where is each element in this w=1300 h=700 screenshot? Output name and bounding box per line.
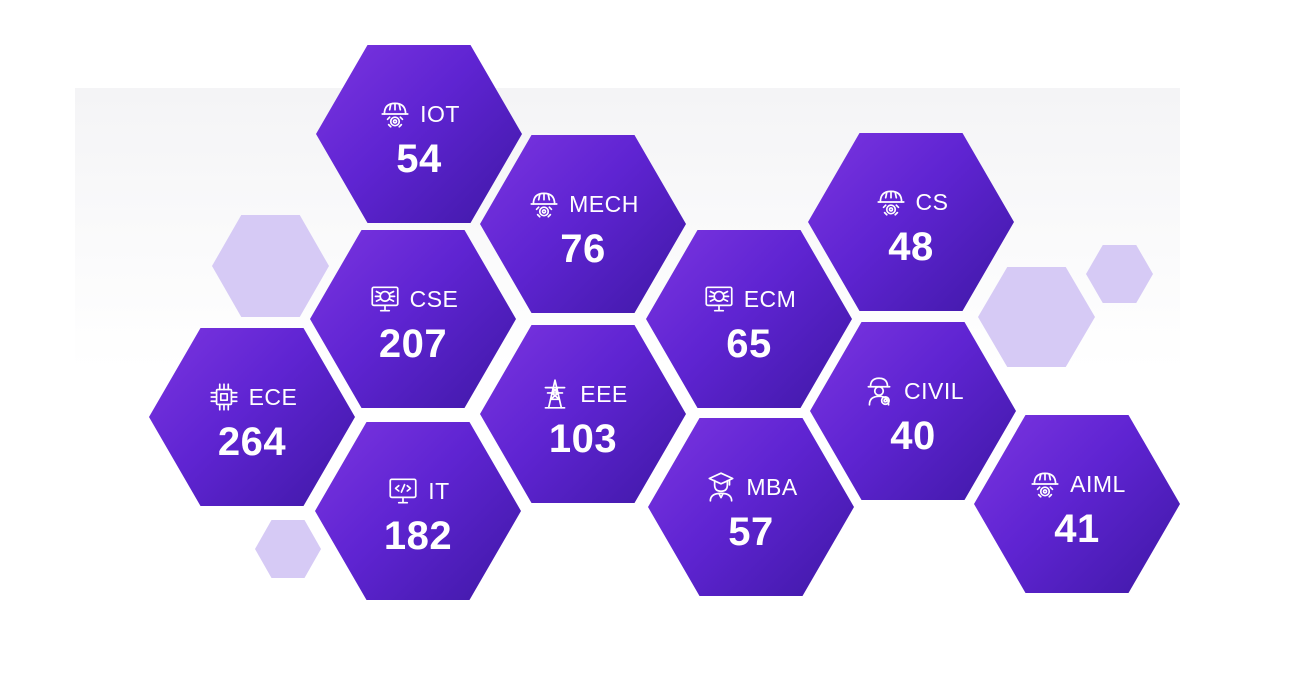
helmet-gear-icon	[874, 185, 908, 219]
department-count: 103	[548, 417, 618, 461]
ai-monitor-icon	[702, 282, 736, 316]
department-label: IT	[428, 477, 450, 504]
helmet-gear-icon	[378, 97, 412, 131]
department-label: CIVIL	[903, 377, 965, 404]
department-count: 264	[217, 420, 287, 464]
department-label: CSE	[409, 285, 459, 312]
department-count: 41	[1054, 507, 1100, 551]
department-label: ECE	[248, 383, 298, 410]
department-tile-cse: CSE 207	[310, 230, 516, 408]
helmet-gear-icon	[527, 187, 561, 221]
department-count: 207	[378, 322, 448, 366]
department-count: 182	[383, 514, 453, 558]
department-label: IOT	[420, 100, 460, 127]
department-count: 54	[396, 137, 442, 181]
ai-monitor-icon	[368, 282, 402, 316]
department-label: ECM	[743, 285, 797, 312]
department-count: 48	[888, 225, 934, 269]
department-label: MBA	[746, 473, 798, 500]
code-monitor-icon	[386, 474, 420, 508]
graduate-icon	[704, 470, 738, 504]
decor-hexagon	[255, 520, 321, 578]
decor-hexagon	[212, 215, 329, 317]
department-count: 76	[560, 227, 606, 271]
department-label: CS	[915, 188, 949, 215]
department-count: 65	[726, 322, 772, 366]
department-tile-it: IT 182	[315, 422, 521, 600]
department-label: MECH	[569, 190, 639, 217]
department-count: 57	[728, 510, 774, 554]
department-label: EEE	[580, 380, 628, 407]
helmet-gear-icon	[1028, 467, 1062, 501]
engineer-icon	[862, 374, 896, 408]
power-tower-icon	[538, 377, 572, 411]
chip-icon	[207, 380, 241, 414]
department-label: AIML	[1070, 470, 1126, 497]
department-tile-iot: IOT 54	[316, 45, 522, 223]
department-count: 40	[890, 414, 936, 458]
